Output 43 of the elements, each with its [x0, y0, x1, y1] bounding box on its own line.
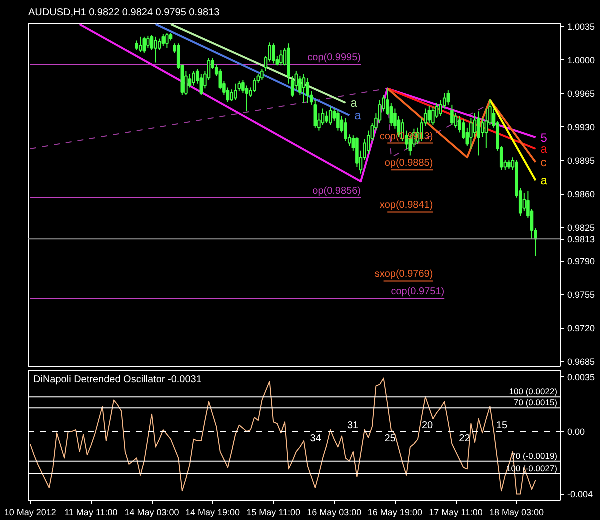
series-label: a	[540, 174, 548, 188]
y-tick-label: 0.0035	[568, 372, 596, 382]
y-tick-label: 0.9755	[568, 290, 596, 300]
series-label: op(0.9885)	[384, 158, 434, 170]
x-tick-label: 17 May 11:00	[429, 508, 483, 518]
series-label: a	[350, 96, 358, 110]
x-tick-label: 16 May 03:00	[307, 508, 362, 518]
x-tick-label: 11 May 11:00	[64, 508, 118, 518]
chart-title: AUDUSD,H1 0.9822 0.9824 0.9795 0.9813	[28, 8, 220, 18]
ref-line-label: 100 (0.0022)	[509, 386, 558, 397]
annotation: 20	[422, 420, 434, 432]
x-tick-label: 15 May 11:00	[246, 508, 301, 518]
chart-title: DiNapoli Detrended Oscillator -0.0031	[34, 374, 202, 386]
y-tick-label: 0.9813	[568, 234, 596, 245]
series-label: op(0.9856)	[312, 186, 362, 197]
x-tick-label: 10 May 2012	[4, 508, 56, 518]
y-tick-label: 0.9860	[568, 190, 596, 200]
y-tick-label: 0.9825	[568, 223, 596, 234]
series-label: sxop(0.9769)	[374, 269, 434, 280]
y-tick-label: 0.9895	[568, 156, 596, 166]
y-tick-label: 0.9685	[568, 357, 596, 368]
y-tick-label: -0.004	[568, 490, 594, 500]
x-tick-label: 14 May 19:00	[186, 508, 240, 518]
annotation: 15	[496, 420, 508, 432]
series-label: a	[354, 108, 362, 122]
annotation: 31	[347, 420, 360, 432]
y-tick-label: 0.9930	[568, 122, 596, 132]
series-label: cop(0.9751)	[391, 286, 445, 298]
series-label: xop(0.9841)	[380, 200, 434, 212]
x-tick-label: 16 May 19:00	[368, 508, 422, 518]
y-tick-label: 0.9720	[568, 324, 596, 334]
y-tick-label: 0.9965	[568, 88, 596, 99]
series-label: c	[540, 155, 547, 170]
series-label: cop(0.9995)	[308, 52, 362, 64]
y-tick-label: 0.00	[568, 427, 586, 438]
y-tick-label: 1.0035	[568, 22, 596, 32]
annotation: 34	[310, 434, 322, 445]
y-tick-label: 1.0000	[568, 55, 596, 66]
x-tick-label: 14 May 03:00	[124, 508, 180, 518]
x-tick-label: 18 May 03:00	[490, 508, 544, 518]
ref-line-label: 70 (0.0015)	[514, 398, 558, 408]
annotation: 25	[384, 434, 396, 445]
y-tick-label: 0.9790	[568, 256, 596, 267]
